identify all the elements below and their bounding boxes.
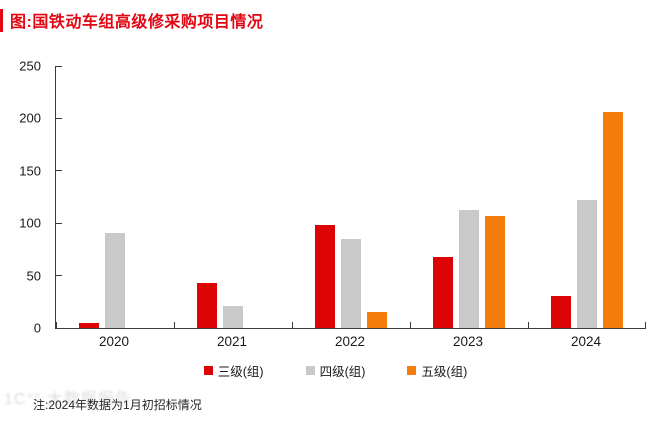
y-axis-label: 0 [33, 320, 41, 336]
bar-slot [367, 312, 387, 328]
x-tick [56, 322, 57, 328]
x-tick [528, 322, 529, 328]
legend-item: 四级(组) [305, 361, 366, 380]
bar [105, 232, 125, 328]
bar [459, 209, 479, 328]
bar-slot [551, 295, 571, 328]
x-tick [174, 322, 175, 328]
bar-group [174, 66, 292, 328]
bar-slot [433, 256, 453, 328]
y-axis-label: 100 [19, 215, 41, 231]
bar-slot [577, 200, 597, 328]
legend-label: 三级(组) [217, 365, 264, 379]
bar [315, 225, 335, 328]
bar [485, 215, 505, 328]
x-tick [645, 322, 646, 328]
y-axis-label: 50 [26, 268, 41, 284]
chart-title: 图:国铁动车组高级修采购项目情况 [10, 14, 264, 31]
legend-swatch-icon [305, 366, 315, 375]
bar-slot [603, 112, 623, 328]
legend-item: 三级(组) [203, 361, 264, 380]
x-axis-label: 2023 [452, 334, 484, 349]
y-axis-label: 250 [19, 58, 41, 74]
bar [577, 200, 597, 328]
x-axis-label: 2022 [334, 334, 366, 349]
bar-slot [105, 232, 125, 328]
bar [197, 282, 217, 328]
legend-label: 四级(组) [319, 365, 366, 379]
legend-swatch-icon [407, 366, 417, 375]
y-axis-label: 200 [19, 110, 41, 126]
bar [341, 238, 361, 328]
y-axis-label: 150 [19, 163, 41, 179]
y-tick [56, 327, 62, 329]
y-tick [56, 170, 62, 172]
bar-slot [459, 209, 479, 328]
bar-slot [485, 215, 505, 328]
legend-label: 五级(组) [421, 365, 468, 379]
y-tick [56, 222, 62, 224]
legend-item: 五级(组) [407, 361, 467, 380]
bar [367, 312, 387, 328]
bar [433, 256, 453, 328]
x-axis-label: 2020 [98, 334, 130, 349]
y-tick [56, 275, 62, 277]
bar [223, 306, 243, 328]
bar-group [56, 66, 174, 328]
footnote: 注:2024年数据为1月初招标情况 [33, 398, 202, 412]
x-axis-labels: 2020 2021 2022 2023 2024 [55, 334, 645, 354]
bar-slot [341, 238, 361, 328]
plot-area [55, 65, 646, 329]
y-axis-labels: 0 50 100 150 200 250 [0, 59, 47, 336]
bar-slot [223, 306, 243, 328]
bar-group [528, 66, 646, 328]
bar-slot [79, 322, 99, 328]
chart-legend: 三级(组) 四级(组) 五级(组) [0, 361, 671, 380]
x-tick [410, 322, 411, 328]
legend-swatch-icon [203, 366, 213, 375]
x-axis-label: 2024 [570, 334, 602, 349]
y-tick [56, 117, 62, 119]
x-tick [292, 322, 293, 328]
bar-group [410, 66, 528, 328]
bar [603, 112, 623, 328]
watermark: 1C°° 大数据报告 [4, 391, 132, 408]
bar-group [292, 66, 410, 328]
bar [79, 322, 99, 328]
bar [551, 295, 571, 328]
y-tick [56, 65, 62, 67]
bar-slot [315, 225, 335, 328]
left-edge-accent [0, 9, 3, 32]
bar-slot [197, 282, 217, 328]
x-axis-label: 2021 [216, 334, 248, 349]
